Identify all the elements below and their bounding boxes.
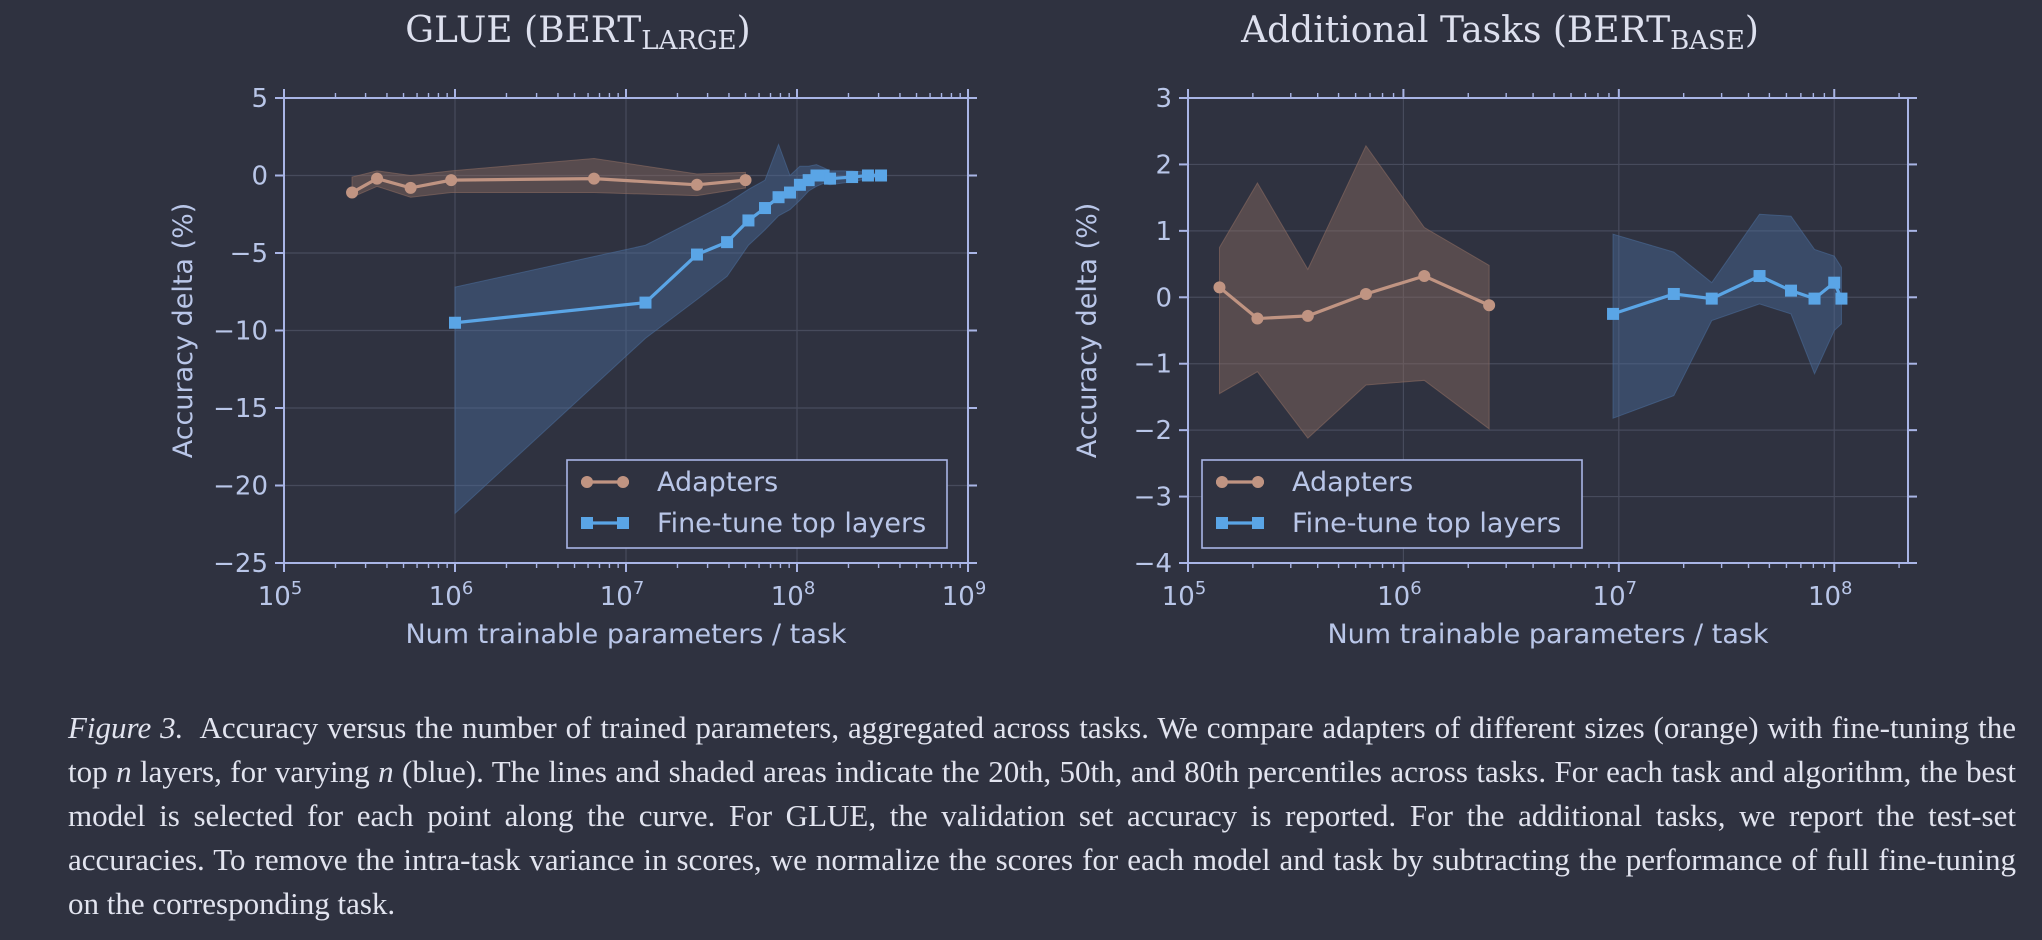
finetune-point bbox=[783, 186, 796, 199]
x-tick-label: 109 bbox=[942, 578, 987, 612]
x-tick-label: 108 bbox=[771, 578, 816, 612]
legend-marker-square bbox=[617, 517, 629, 529]
legend: Adapters Fine-tune top layers bbox=[1201, 459, 1583, 549]
finetune-point bbox=[1705, 292, 1718, 305]
x-tick-label: 107 bbox=[1593, 578, 1638, 612]
legend-label: Adapters bbox=[657, 467, 778, 498]
legend: Adapters Fine-tune top layers bbox=[566, 459, 948, 549]
y-axis-label: Accuracy delta (%) bbox=[168, 203, 199, 459]
adapters-point bbox=[371, 172, 384, 185]
finetune-point bbox=[1785, 284, 1798, 297]
finetune-point bbox=[721, 236, 734, 249]
finetune-point bbox=[759, 202, 772, 215]
x-tick-label: 106 bbox=[429, 578, 474, 612]
y-tick-label: −4 bbox=[1134, 549, 1172, 579]
adapters-point bbox=[445, 174, 458, 187]
finetune-point bbox=[861, 169, 874, 182]
finetune-point bbox=[1828, 276, 1841, 289]
additional-tasks-chart-panel: Additional Tasks (BERTBASE) 3 2 1 0 −1 −2 −3 −4… bbox=[1072, 10, 1917, 650]
y-tick-label: −2 bbox=[1134, 416, 1172, 446]
y-tick-label: −15 bbox=[213, 394, 268, 424]
y-tick-label: −25 bbox=[213, 549, 268, 579]
legend-marker-square bbox=[1216, 517, 1228, 529]
finetune-point bbox=[846, 171, 859, 184]
y-axis-label: Accuracy delta (%) bbox=[1072, 203, 1103, 459]
x-tick-label: 106 bbox=[1377, 578, 1422, 612]
finetune-point bbox=[1667, 287, 1680, 300]
finetune-percentile-band bbox=[454, 143, 882, 515]
plot-frame bbox=[1187, 97, 1909, 564]
caption-text: (blue). The lines and shaded areas indic… bbox=[68, 754, 2016, 921]
adapters-point bbox=[1483, 299, 1496, 312]
finetune-point bbox=[875, 169, 888, 182]
caption-math-n: n bbox=[378, 754, 394, 789]
y-tick-label: 1 bbox=[1155, 217, 1172, 247]
y-tick-label: −20 bbox=[213, 472, 268, 502]
adapters-median-line bbox=[1218, 274, 1490, 321]
finetune-point bbox=[772, 191, 785, 204]
legend-marker-circle bbox=[581, 476, 593, 488]
legend-entry: Fine-tune top layers bbox=[1216, 508, 1561, 539]
y-tick-label: −10 bbox=[213, 317, 268, 347]
finetune-point bbox=[824, 172, 837, 185]
adapters-percentile-band bbox=[1218, 144, 1490, 439]
adapters-point bbox=[690, 178, 703, 191]
x-tick-label: 108 bbox=[1808, 578, 1853, 612]
y-tick-label: 3 bbox=[1155, 84, 1172, 114]
adapters-point bbox=[1418, 270, 1431, 283]
x-tick-label: 105 bbox=[258, 578, 303, 612]
legend-entry: Adapters bbox=[581, 467, 778, 498]
y-tick-label: 0 bbox=[251, 162, 268, 192]
adapters-point bbox=[588, 172, 601, 185]
caption-label: Figure 3. bbox=[68, 710, 184, 745]
x-axis-label: Num trainable parameters / task bbox=[405, 619, 846, 650]
legend-entry: Adapters bbox=[1216, 467, 1413, 498]
adapters-point bbox=[1213, 281, 1226, 294]
legend-marker-square bbox=[1252, 517, 1264, 529]
figure-caption: Figure 3. Accuracy versus the number of … bbox=[68, 706, 2016, 926]
adapters-point bbox=[404, 181, 417, 194]
caption-text: Accuracy versus the number of trained pa… bbox=[68, 710, 2016, 789]
finetune-point bbox=[742, 214, 755, 227]
finetune-point bbox=[1753, 270, 1766, 283]
chart-title: Additional Tasks (BERTBASE) bbox=[1240, 10, 1759, 56]
y-tick-label: −1 bbox=[1134, 350, 1172, 380]
chart-title: GLUE (BERTLARGE) bbox=[405, 10, 750, 56]
legend-frame bbox=[566, 459, 948, 549]
legend-entry: Fine-tune top layers bbox=[581, 508, 926, 539]
y-tick-label: 2 bbox=[1155, 150, 1172, 180]
y-tick-label: 5 bbox=[251, 84, 268, 114]
adapters-point bbox=[346, 186, 359, 199]
adapters-point bbox=[1301, 309, 1314, 322]
caption-text: layers, for varying bbox=[131, 754, 379, 789]
y-tick-label: −3 bbox=[1134, 483, 1172, 513]
finetune-point bbox=[449, 316, 461, 329]
x-tick-label: 105 bbox=[1162, 578, 1207, 612]
finetune-point bbox=[639, 296, 652, 309]
adapters-point bbox=[739, 174, 752, 187]
y-tick-label: 0 bbox=[1155, 283, 1172, 313]
legend-label: Fine-tune top layers bbox=[657, 508, 926, 539]
x-tick-label: 107 bbox=[600, 578, 645, 612]
finetune-percentile-band bbox=[1612, 213, 1842, 419]
adapters-point bbox=[1359, 287, 1372, 300]
finetune-point bbox=[1808, 292, 1821, 305]
legend-marker-circle bbox=[617, 476, 629, 488]
x-axis-label: Num trainable parameters / task bbox=[1327, 619, 1768, 650]
finetune-point bbox=[1607, 307, 1620, 320]
finetune-point bbox=[690, 248, 703, 261]
finetune-point bbox=[1835, 292, 1848, 305]
legend-marker-square bbox=[581, 517, 593, 529]
legend-label: Fine-tune top layers bbox=[1292, 508, 1561, 539]
adapters-point bbox=[1251, 312, 1264, 325]
legend-frame bbox=[1201, 459, 1583, 549]
legend-marker-circle bbox=[1252, 476, 1264, 488]
caption-math-n: n bbox=[116, 754, 132, 789]
legend-label: Adapters bbox=[1292, 467, 1413, 498]
legend-marker-circle bbox=[1216, 476, 1228, 488]
y-tick-label: −5 bbox=[230, 239, 268, 269]
